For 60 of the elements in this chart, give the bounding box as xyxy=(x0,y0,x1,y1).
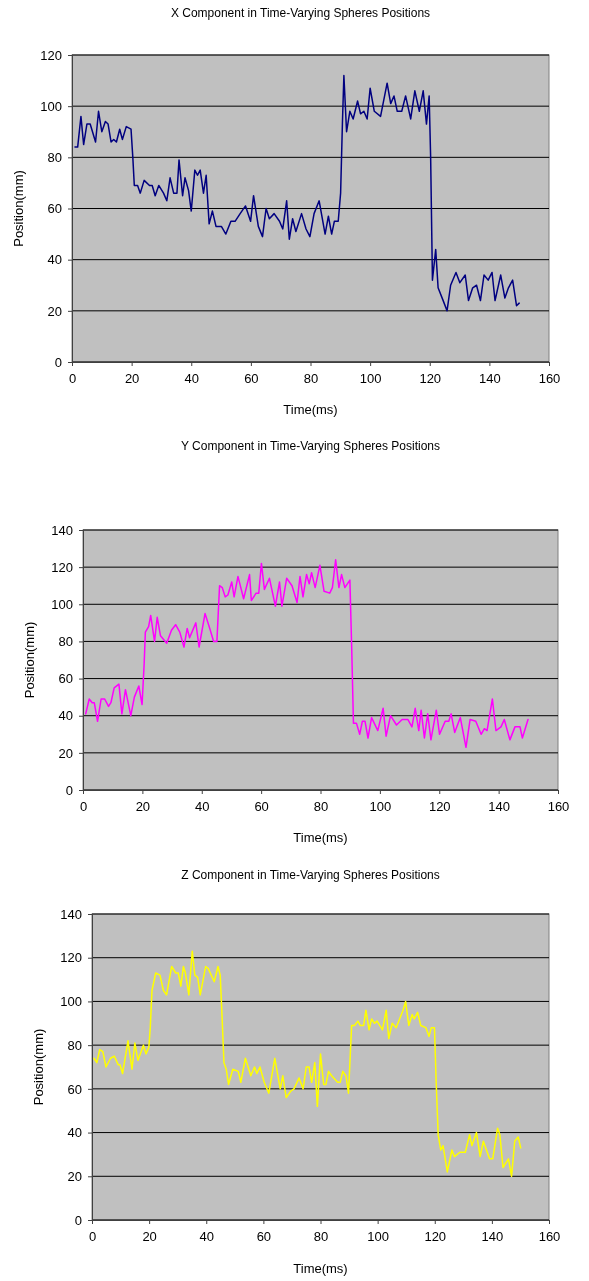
x-tick-label: 40 xyxy=(199,1229,214,1245)
x-tick-label: 160 xyxy=(538,1229,561,1245)
x-tick-label: 160 xyxy=(547,799,570,815)
y-tick-label: 40 xyxy=(58,708,73,724)
chart-title: X Component in Time-Varying Spheres Positions xyxy=(170,6,431,20)
x-tick-label: 120 xyxy=(424,1229,447,1245)
y-tick-label: 100 xyxy=(40,98,62,114)
y-tick-label: 60 xyxy=(58,671,73,687)
x-axis-title: Time(ms) xyxy=(293,1261,348,1276)
x-tick-label: 20 xyxy=(135,799,151,815)
y-tick-label: 20 xyxy=(67,1168,82,1184)
y-tick-label: 60 xyxy=(67,1081,82,1097)
x-tick-label: 100 xyxy=(367,1229,389,1245)
y-tick-label: 60 xyxy=(47,201,62,217)
line-series xyxy=(93,950,522,1178)
line-series xyxy=(74,74,520,312)
y-tick-label: 80 xyxy=(58,634,73,650)
y-tick-label: 140 xyxy=(60,906,82,922)
y-tick-label: 0 xyxy=(74,1212,82,1228)
x-tick-label: 20 xyxy=(142,1229,157,1245)
x-tick-label: 140 xyxy=(479,371,501,387)
x-tick-label: 100 xyxy=(359,371,382,387)
x-tick-label: 100 xyxy=(369,799,392,815)
y-tick-label: 80 xyxy=(47,149,62,165)
y-tick-label: 20 xyxy=(47,303,62,319)
x-tick-label: 80 xyxy=(303,371,319,387)
x-axis-title: Time(ms) xyxy=(293,830,348,845)
y-tick-label: 80 xyxy=(67,1037,82,1053)
x-tick-label: 20 xyxy=(124,371,140,387)
y-tick-label: 140 xyxy=(51,522,73,538)
line-series xyxy=(84,558,529,749)
x-tick-label: 40 xyxy=(184,371,199,387)
x-tick-label: 140 xyxy=(488,799,510,815)
x-tick-label: 60 xyxy=(244,371,259,387)
y-tick-label: 120 xyxy=(60,950,82,966)
x-tick-label: 60 xyxy=(256,1229,272,1245)
y-tick-label: 120 xyxy=(51,559,73,575)
x-tick-label: 60 xyxy=(254,799,269,815)
x-axis-title: Time(ms) xyxy=(283,402,338,417)
y-tick-label: 100 xyxy=(51,596,73,612)
y-tick-label: 0 xyxy=(54,354,62,370)
y-tick-label: 100 xyxy=(60,994,82,1010)
y-axis-title: Position(mm) xyxy=(11,170,26,247)
y-tick-label: 0 xyxy=(65,782,73,798)
x-tick-label: 160 xyxy=(538,371,561,387)
y-tick-label: 120 xyxy=(40,47,62,63)
x-tick-label: 80 xyxy=(313,1229,329,1245)
y-axis-title: Position(mm) xyxy=(31,1028,46,1106)
x-tick-label: 120 xyxy=(428,799,451,815)
y-tick-label: 40 xyxy=(47,252,62,268)
x-tick-label: 40 xyxy=(195,799,210,815)
y-tick-label: 20 xyxy=(58,745,73,761)
chart-title: Y Component in Time-Varying Spheres Positions xyxy=(180,439,441,453)
x-tick-label: 120 xyxy=(419,371,442,387)
y-tick-label: 40 xyxy=(67,1125,82,1141)
chart-title: Z Component in Time-Varying Spheres Positions xyxy=(181,868,440,882)
x-tick-label: 0 xyxy=(88,1229,97,1245)
y-axis-title: Position(mm) xyxy=(22,621,37,699)
x-tick-label: 80 xyxy=(313,799,329,815)
x-tick-label: 140 xyxy=(481,1229,504,1245)
